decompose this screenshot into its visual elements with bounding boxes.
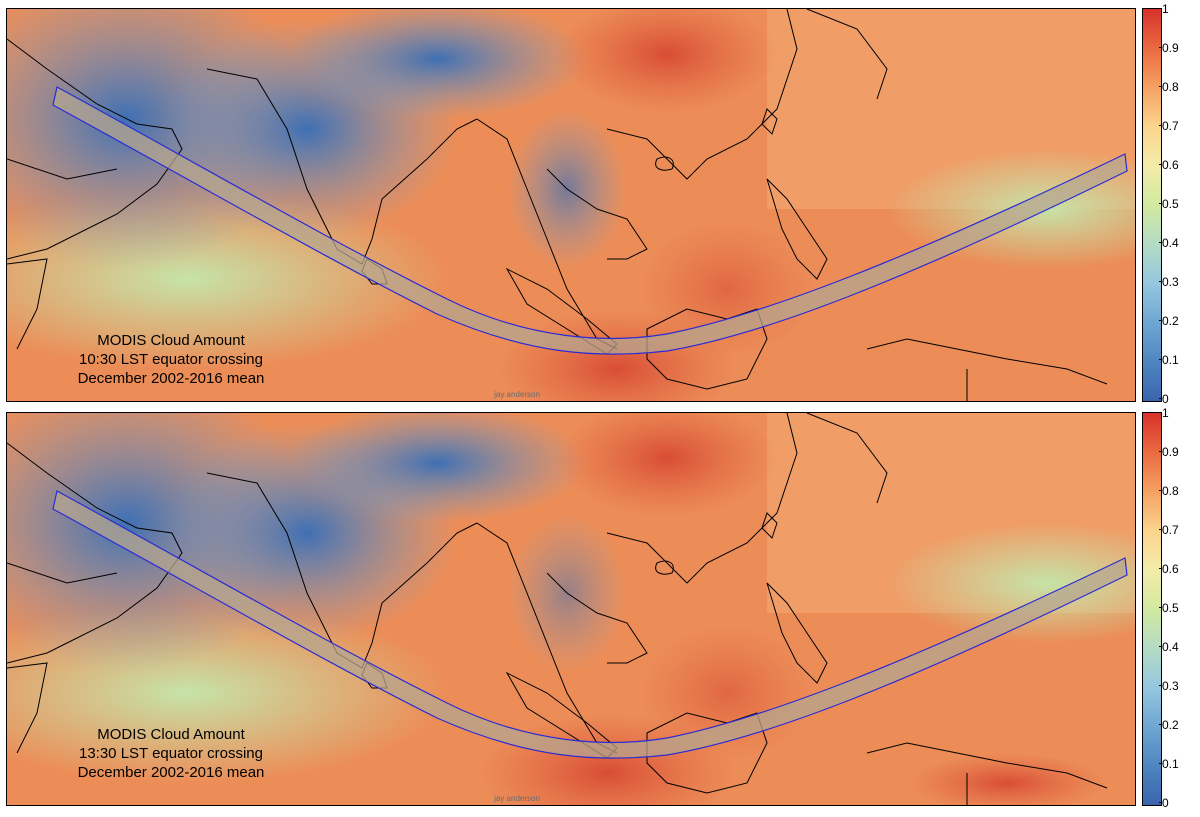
colorbar-bottom-tick-8: 0.8 xyxy=(1159,484,1179,498)
colorbar-top-tick-10: 1 xyxy=(1159,2,1169,16)
colorbar-bottom-tick-4: 0.4 xyxy=(1159,640,1179,654)
author-credit: jay anderson xyxy=(494,390,540,399)
colorbar-bottom-tick-3: 0.3 xyxy=(1159,679,1179,693)
colorbar-top-tick-8: 0.8 xyxy=(1159,80,1179,94)
cloud-map-panel-1330: MODIS Cloud Amount 13:30 LST equator cro… xyxy=(6,412,1136,806)
colorbar-top-tick-6: 0.6 xyxy=(1159,158,1179,172)
cloud-map-panel-1030: MODIS Cloud Amount 10:30 LST equator cro… xyxy=(6,8,1136,402)
colorbar-bottom-tick-7: 0.7 xyxy=(1159,523,1179,537)
colorbar-bottom-tick-9: 0.9 xyxy=(1159,445,1179,459)
cloud-map xyxy=(7,9,1135,401)
colorbar-bottom-tick-0: 0 xyxy=(1159,796,1169,810)
coastlines xyxy=(7,413,1108,805)
colorbar-bottom-tick-10: 1 xyxy=(1159,406,1169,420)
author-credit: jay anderson xyxy=(494,794,540,803)
colorbar-top-tick-1: 0.1 xyxy=(1159,353,1179,367)
eclipse-path-band xyxy=(52,490,1128,759)
colorbar-top xyxy=(1142,8,1162,402)
map-caption: MODIS Cloud Amount 13:30 LST equator cro… xyxy=(77,726,265,781)
cloud-map xyxy=(7,413,1135,805)
colorbar-bottom-tick-5: 0.5 xyxy=(1159,601,1179,615)
colorbar-top-tick-3: 0.3 xyxy=(1159,275,1179,289)
eclipse-path-band xyxy=(52,86,1128,355)
colorbar-top-tick-9: 0.9 xyxy=(1159,41,1179,55)
colorbar-bottom-tick-1: 0.1 xyxy=(1159,757,1179,771)
colorbar-top-tick-7: 0.7 xyxy=(1159,119,1179,133)
map-caption: MODIS Cloud Amount 10:30 LST equator cro… xyxy=(77,332,265,387)
colorbar-bottom-tick-6: 0.6 xyxy=(1159,562,1179,576)
colorbar-bottom xyxy=(1142,412,1162,806)
colorbar-top-tick-5: 0.5 xyxy=(1159,197,1179,211)
colorbar-top-tick-4: 0.4 xyxy=(1159,236,1179,250)
colorbar-bottom-tick-2: 0.2 xyxy=(1159,718,1179,732)
colorbar-top-tick-2: 0.2 xyxy=(1159,314,1179,328)
colorbar-top-tick-0: 0 xyxy=(1159,392,1169,406)
